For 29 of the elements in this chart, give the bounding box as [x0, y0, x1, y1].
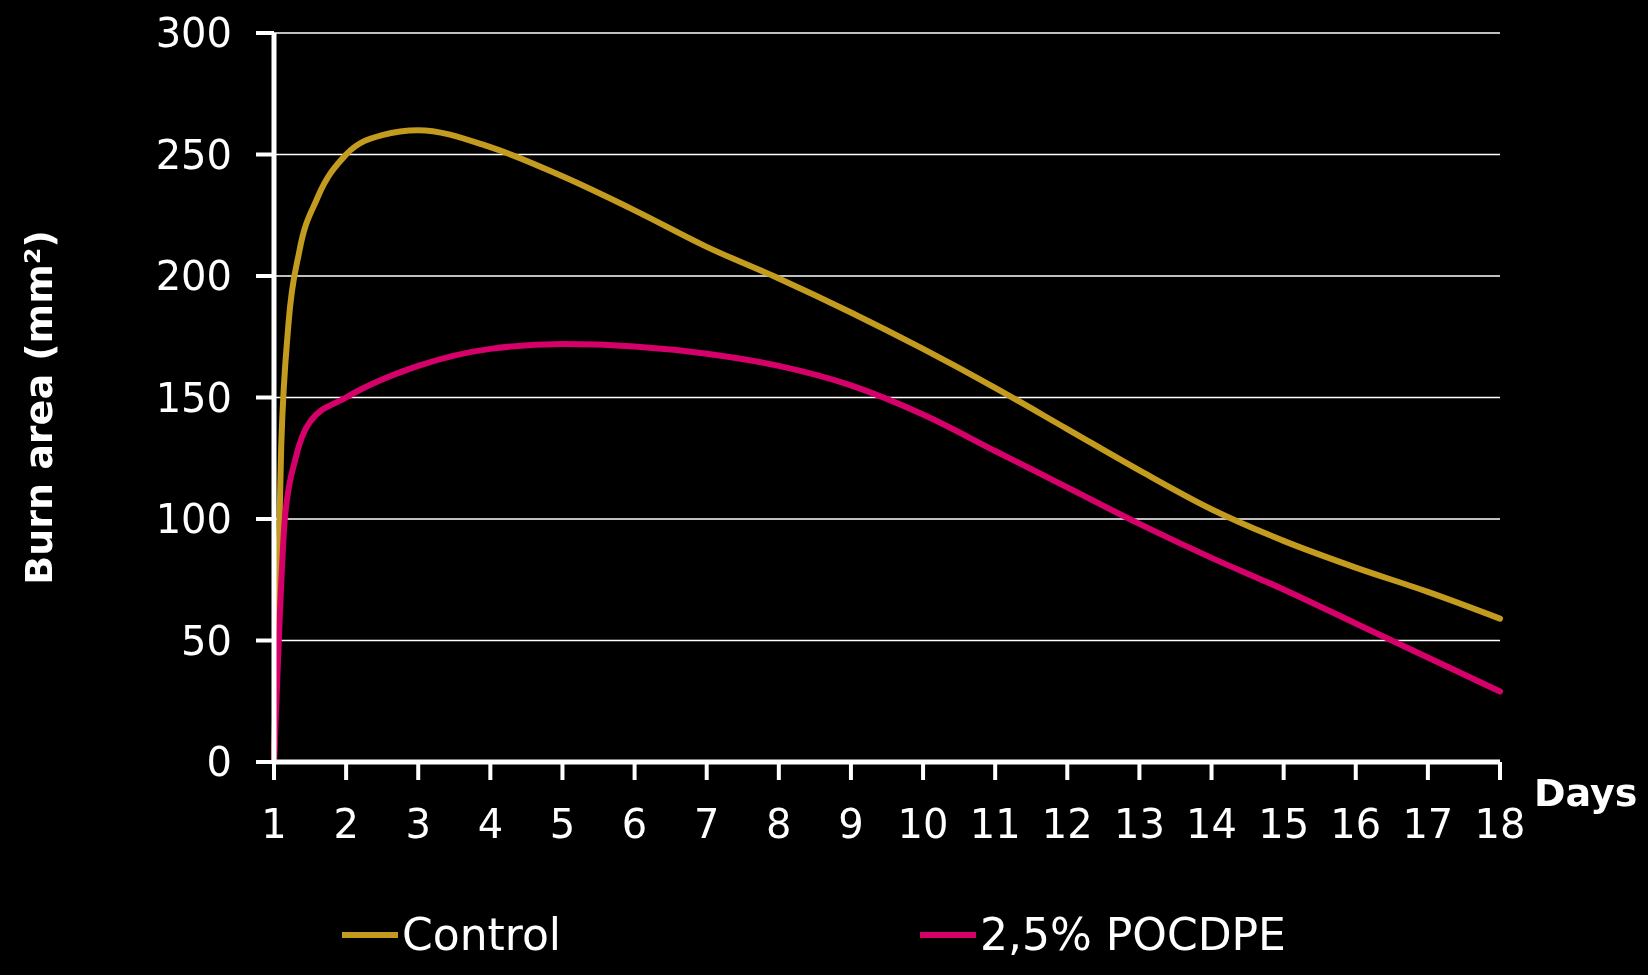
y-tick-label: 300 — [155, 10, 232, 56]
x-tick-label: 5 — [549, 801, 576, 847]
x-tick-label: 17 — [1402, 801, 1454, 847]
x-tick-label: 12 — [1041, 801, 1093, 847]
x-tick-label: 8 — [766, 801, 792, 847]
y-tick-label: 0 — [206, 739, 232, 785]
x-tick-label: 16 — [1330, 801, 1382, 847]
legend-label: Control — [402, 909, 562, 961]
x-tick-label: 15 — [1258, 801, 1310, 847]
x-tick-label: 10 — [897, 801, 949, 847]
y-tick-label: 150 — [155, 374, 232, 421]
x-tick-label: 1 — [261, 801, 287, 847]
x-tick-label: 13 — [1113, 801, 1165, 847]
x-tick-label: 18 — [1474, 801, 1526, 847]
x-tick-label: 2 — [333, 801, 359, 847]
x-axis-title: Days — [1534, 771, 1638, 815]
y-tick-label: 100 — [155, 496, 232, 542]
legend-label: 2,5% POCDPE — [980, 909, 1286, 961]
y-tick-label: 50 — [181, 617, 232, 664]
x-tick-label: 4 — [477, 801, 504, 847]
x-tick-label: 7 — [693, 801, 720, 847]
x-tick-label: 6 — [621, 801, 648, 847]
x-tick-label: 11 — [969, 801, 1021, 847]
y-tick-label: 200 — [155, 253, 232, 299]
x-tick-label: 9 — [838, 801, 864, 847]
x-tick-label: 14 — [1186, 801, 1237, 847]
x-tick-label: 3 — [405, 801, 431, 847]
y-tick-label: 250 — [155, 131, 232, 178]
y-axis-title: Burn area (mm²) — [17, 230, 61, 585]
